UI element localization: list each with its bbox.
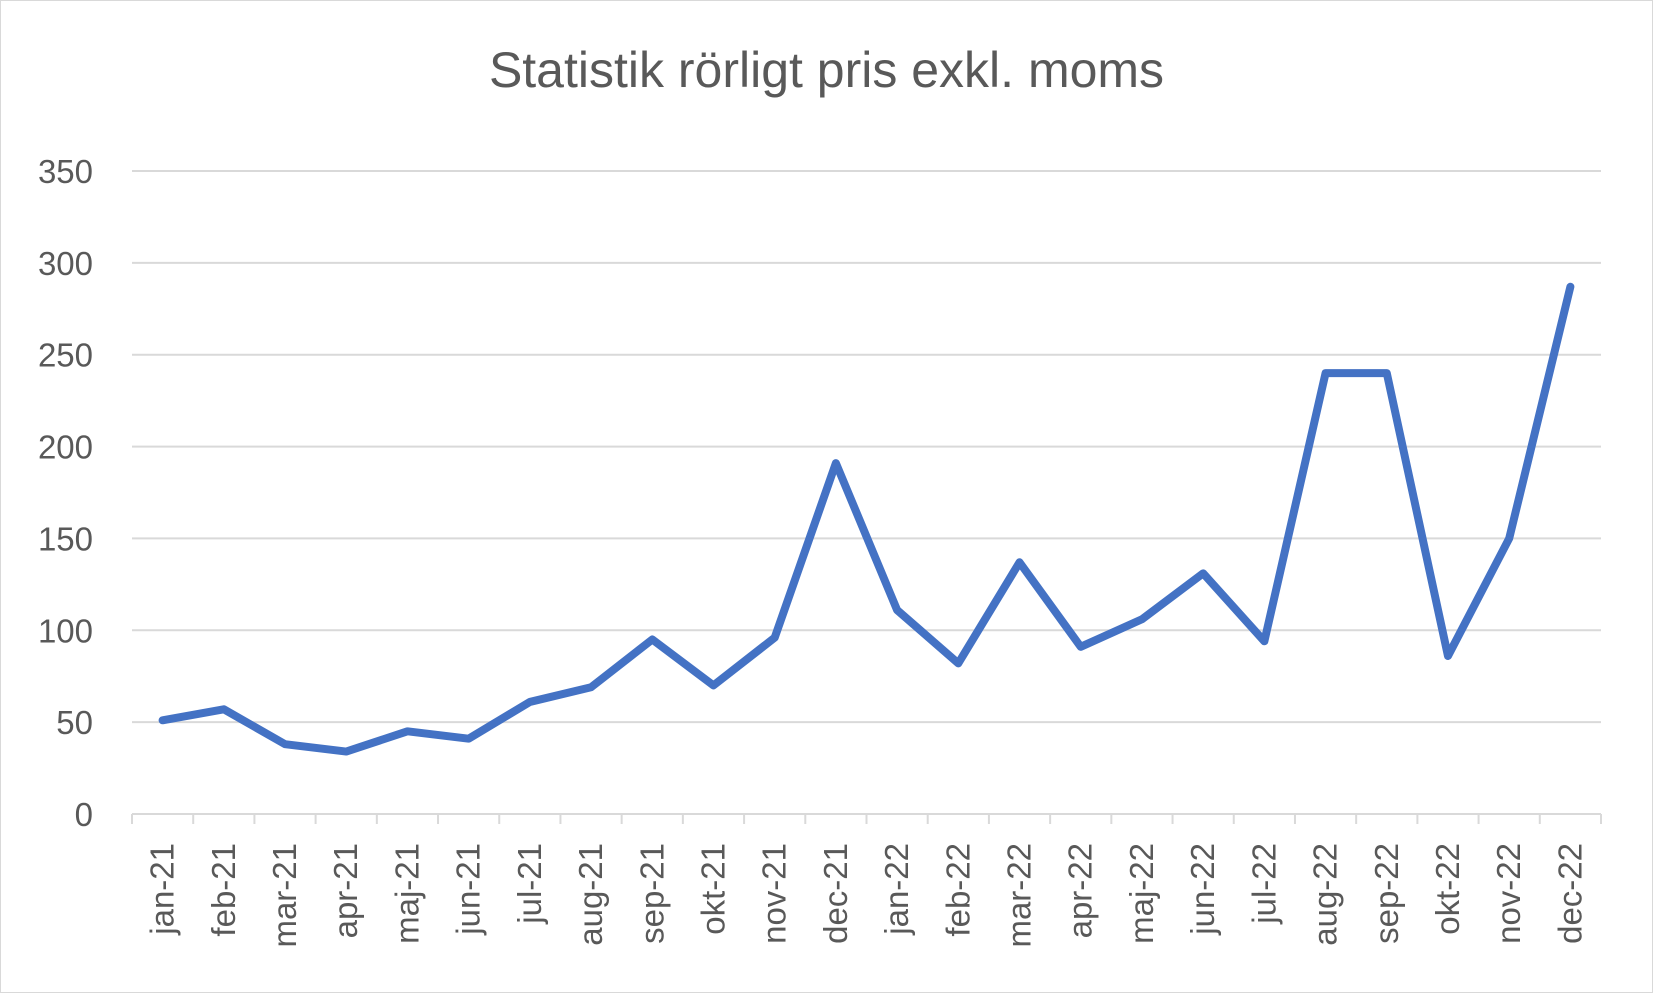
x-tick-label: jul-21 xyxy=(511,843,548,925)
y-tick-label: 50 xyxy=(56,704,93,741)
y-tick-label: 250 xyxy=(38,337,93,374)
x-tick-label: okt-21 xyxy=(694,843,731,935)
x-tick-label: jul-22 xyxy=(1245,843,1282,925)
series-line xyxy=(158,282,1575,756)
x-tick-label: okt-22 xyxy=(1429,843,1466,935)
chart-title: Statistik rörligt pris exkl. moms xyxy=(488,42,1165,98)
x-tick-label: sep-21 xyxy=(633,843,670,944)
x-tick-label: nov-21 xyxy=(756,843,793,944)
x-tick-label: feb-21 xyxy=(205,843,242,937)
x-tick-label: apr-22 xyxy=(1062,843,1099,938)
x-tick-label: apr-21 xyxy=(327,843,364,938)
y-tick-label: 300 xyxy=(38,245,93,282)
x-tick-label: mar-21 xyxy=(266,843,303,948)
y-tick-label: 200 xyxy=(38,429,93,466)
x-tick-label: maj-21 xyxy=(388,843,425,944)
y-tick-label: 0 xyxy=(75,796,93,833)
x-tick-label: mar-22 xyxy=(1001,843,1038,948)
x-tick-label: sep-22 xyxy=(1368,843,1405,944)
x-tick-label: aug-22 xyxy=(1307,843,1344,946)
x-tick-label: aug-21 xyxy=(572,843,609,946)
x-tick-label: jan-22 xyxy=(878,843,915,936)
y-tick-label: 350 xyxy=(38,153,93,190)
x-tick-label: nov-22 xyxy=(1490,843,1527,944)
x-tick-label: dec-22 xyxy=(1551,843,1588,944)
x-tick-label: maj-22 xyxy=(1123,843,1160,944)
x-tick-label: feb-22 xyxy=(939,843,976,937)
x-tick-label: jun-22 xyxy=(1184,843,1221,936)
x-tick-label: jan-21 xyxy=(144,843,181,936)
x-tick-label: jun-21 xyxy=(450,843,487,936)
y-tick-label: 100 xyxy=(38,612,93,649)
y-tick-label: 150 xyxy=(38,520,93,557)
x-tick-label: dec-21 xyxy=(817,843,854,944)
